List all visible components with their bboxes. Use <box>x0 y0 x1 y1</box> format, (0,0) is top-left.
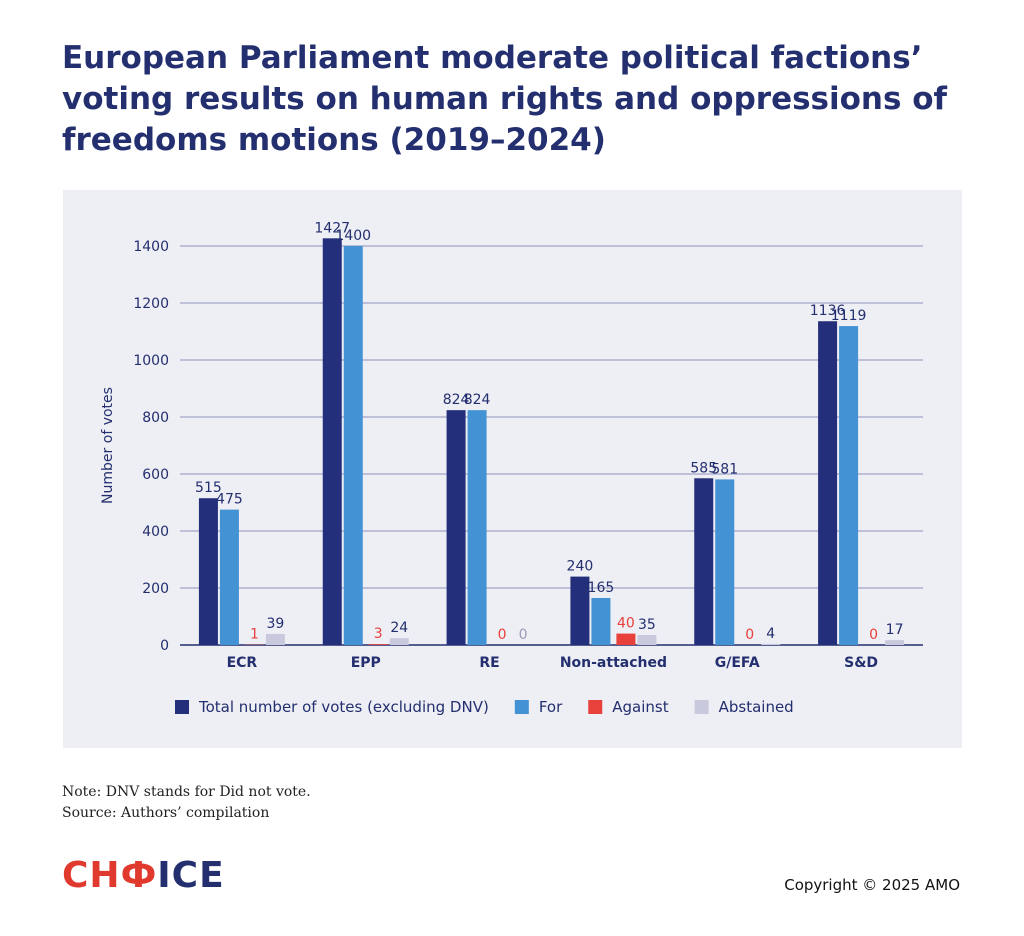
bar-for <box>219 509 239 645</box>
y-tick-label: 600 <box>142 467 169 483</box>
legend-label: For <box>539 698 563 716</box>
y-tick-label: 400 <box>142 524 169 540</box>
data-label: 1400 <box>335 228 371 244</box>
data-label: 35 <box>638 617 656 633</box>
data-label: 240 <box>567 559 594 575</box>
data-label: 585 <box>690 460 717 476</box>
data-label: 0 <box>498 627 507 643</box>
data-label: 1119 <box>831 308 867 324</box>
x-tick-label: S&D <box>844 655 878 671</box>
bar-for <box>343 246 363 645</box>
chart-title: European Parliament moderate political f… <box>62 40 948 158</box>
data-label: 1136 <box>810 303 846 319</box>
data-label: 1 <box>250 627 259 643</box>
data-label: 1427 <box>314 220 350 236</box>
data-label: 0 <box>869 627 878 643</box>
data-label: 40 <box>617 616 635 632</box>
legend-label: Against <box>612 698 668 716</box>
copyright: Copyright © 2025 AMO <box>784 876 960 894</box>
bar-total <box>446 410 466 645</box>
x-tick-label: Non-attached <box>560 655 667 671</box>
data-label: 39 <box>267 616 285 632</box>
legend-label: Total number of votes (excluding DNV) <box>198 698 489 716</box>
bar-for <box>715 479 735 645</box>
bar-abstained <box>389 638 409 645</box>
bar-for <box>839 326 859 645</box>
y-tick-label: 200 <box>142 581 169 597</box>
data-label: 3 <box>374 626 383 642</box>
bar-for <box>591 597 611 645</box>
bar-total <box>322 238 342 645</box>
data-label: 824 <box>464 392 491 408</box>
bar-total <box>694 478 714 645</box>
y-tick-label: 0 <box>160 638 169 654</box>
bar-abstained <box>761 643 781 645</box>
bar-total <box>570 576 590 645</box>
bar-abstained <box>265 633 285 645</box>
x-tick-label: EPP <box>351 655 381 671</box>
data-label: 17 <box>886 622 904 638</box>
bar-for <box>467 410 487 645</box>
legend-swatch <box>588 700 603 714</box>
legend-label: Abstained <box>719 698 794 716</box>
legend-swatch <box>694 700 709 714</box>
y-tick-label: 800 <box>142 410 169 426</box>
bar-total <box>198 498 218 645</box>
source-text: Source: Authors’ compilation <box>62 805 270 821</box>
y-tick-label: 1200 <box>133 296 169 312</box>
x-tick-label: G/EFA <box>715 655 760 671</box>
data-label: 0 <box>519 627 528 643</box>
legend-swatch <box>175 700 189 714</box>
bar-against <box>616 633 636 645</box>
data-label: 515 <box>195 480 222 496</box>
chart-panel: 0 200 400 600 800 1000 1200 1400 Number of votes… <box>63 190 962 748</box>
bar-total <box>818 321 838 645</box>
bar-against <box>368 644 388 645</box>
bar-abstained <box>637 635 657 645</box>
data-label: 581 <box>711 461 738 477</box>
data-label: 4 <box>766 626 775 642</box>
y-axis-label: Number of votes <box>100 387 116 504</box>
x-tick-label: ECR <box>227 655 258 671</box>
data-label: 165 <box>588 580 615 596</box>
legend-swatch <box>514 700 529 714</box>
data-label: 0 <box>745 627 754 643</box>
x-tick-label: RE <box>479 655 499 671</box>
data-label: 475 <box>216 492 243 508</box>
data-label: 24 <box>390 620 408 636</box>
bar-abstained <box>885 640 905 645</box>
note-text: Note: DNV stands for Did not vote. <box>62 784 311 800</box>
choice-logo: CHФICE <box>62 855 225 896</box>
data-label: 824 <box>443 392 470 408</box>
y-tick-label: 1000 <box>133 353 169 369</box>
y-tick-label: 1400 <box>133 239 169 255</box>
